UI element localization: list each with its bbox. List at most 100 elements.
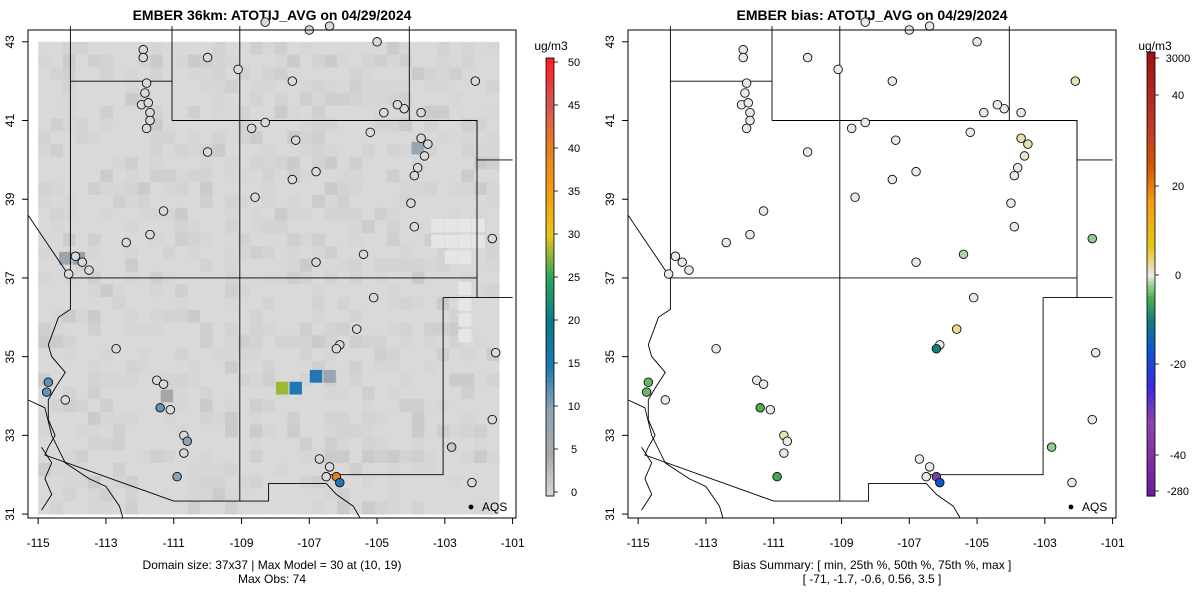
grid-cell	[112, 437, 126, 451]
grid-cell	[411, 80, 425, 94]
grid-cell	[75, 322, 89, 336]
aqs-site-marker	[379, 107, 389, 118]
grid-cell	[411, 309, 425, 324]
grid-cell	[399, 258, 413, 273]
state-border-line	[41, 446, 53, 511]
aqs-site-marker	[406, 198, 416, 208]
grid-cell	[38, 220, 52, 234]
grid-cell	[411, 67, 425, 81]
grid-cell	[299, 335, 313, 349]
colorbar-step	[1147, 251, 1155, 257]
grid-cell	[150, 143, 164, 158]
grid-cell	[137, 322, 151, 336]
grid-cell	[274, 67, 288, 81]
grid-cell	[312, 424, 326, 438]
grid-cell	[212, 233, 226, 247]
grid-cell	[50, 233, 64, 247]
grid-cell	[324, 41, 338, 56]
colorbar-tick-label: -40	[1170, 450, 1186, 462]
grid-cell	[150, 156, 164, 170]
colorbar-step	[546, 79, 554, 85]
grid-cell	[249, 143, 263, 158]
colorbar-step	[546, 338, 554, 344]
grid-cell	[112, 41, 126, 56]
grid-cell	[374, 386, 388, 400]
colorbar-step	[1147, 70, 1155, 75]
grid-cell	[324, 424, 338, 438]
grid-cell	[112, 488, 126, 502]
colorbar-step	[1147, 89, 1155, 94]
grid-cell	[299, 105, 313, 119]
aqs-site-marker	[321, 471, 331, 482]
grid-cell	[162, 501, 176, 515]
bias-site-marker	[1087, 414, 1098, 425]
grid-cell	[349, 450, 363, 464]
grid-cell	[50, 348, 64, 362]
grid-cell	[324, 246, 338, 260]
grid-cell	[175, 348, 189, 362]
grid-cell	[299, 322, 313, 336]
grid-cell	[175, 501, 189, 515]
state-border-line	[27, 214, 71, 279]
bias-site-marker	[758, 379, 769, 389]
grid-cell	[187, 194, 201, 209]
grid-cell	[386, 335, 400, 349]
grid-cell	[75, 54, 89, 68]
colorbar-step	[546, 294, 554, 300]
colorbar-step	[546, 395, 554, 401]
grid-cell	[75, 169, 89, 183]
grid-cell	[50, 411, 64, 426]
grid-cell	[262, 335, 276, 349]
grid-cell	[225, 169, 238, 183]
grid-cell	[374, 475, 388, 490]
colorbar-step	[546, 202, 554, 208]
state-border-line	[69, 81, 513, 299]
aqs-site-marker	[145, 115, 155, 126]
grid-cell	[486, 182, 500, 196]
grid-cell	[225, 220, 238, 234]
grid-cell	[312, 411, 326, 426]
grid-cell	[299, 143, 313, 158]
grid-cell	[274, 437, 288, 451]
grid-cell	[225, 92, 238, 107]
grid-cell	[337, 41, 351, 56]
grid-cell	[212, 220, 226, 234]
grid-cell	[100, 348, 114, 362]
grid-cell	[112, 169, 126, 183]
grid-cell	[200, 156, 214, 170]
grid-cell	[225, 399, 238, 413]
grid-cell	[449, 182, 463, 196]
colorbar-step	[1147, 188, 1155, 194]
grid-cell	[458, 313, 472, 327]
grid-cell	[374, 131, 388, 145]
grid-cell	[50, 220, 64, 234]
grid-cell	[299, 233, 313, 247]
grid-cell	[299, 182, 313, 196]
grid-cell	[200, 182, 214, 196]
grid-cell	[100, 399, 114, 413]
grid-cell	[50, 92, 64, 107]
grid-cell	[225, 309, 238, 324]
grid-cell	[349, 386, 363, 400]
grid-cell	[411, 424, 425, 438]
grid-cell	[87, 54, 101, 68]
colorbar-step	[1147, 488, 1155, 493]
grid-cell	[212, 411, 226, 426]
grid-cell	[249, 297, 263, 311]
grid-cell	[187, 348, 201, 362]
grid-cell	[137, 360, 151, 375]
colorbar-step	[1147, 462, 1155, 467]
grid-cell	[399, 386, 413, 400]
x-tick-label: -105	[965, 536, 989, 550]
colorbar-tick-label: 50	[568, 57, 580, 69]
aqs-site-marker	[63, 269, 74, 279]
grid-cell	[75, 501, 89, 515]
colorbar-step	[546, 469, 554, 475]
grid-cell	[474, 309, 488, 324]
grid-cell	[374, 67, 388, 81]
grid-cell	[237, 258, 251, 273]
grid-cell	[150, 258, 164, 273]
grid-cell	[324, 156, 338, 170]
colorbar-tick-label: 45	[568, 100, 580, 112]
grid-cell	[212, 360, 226, 375]
